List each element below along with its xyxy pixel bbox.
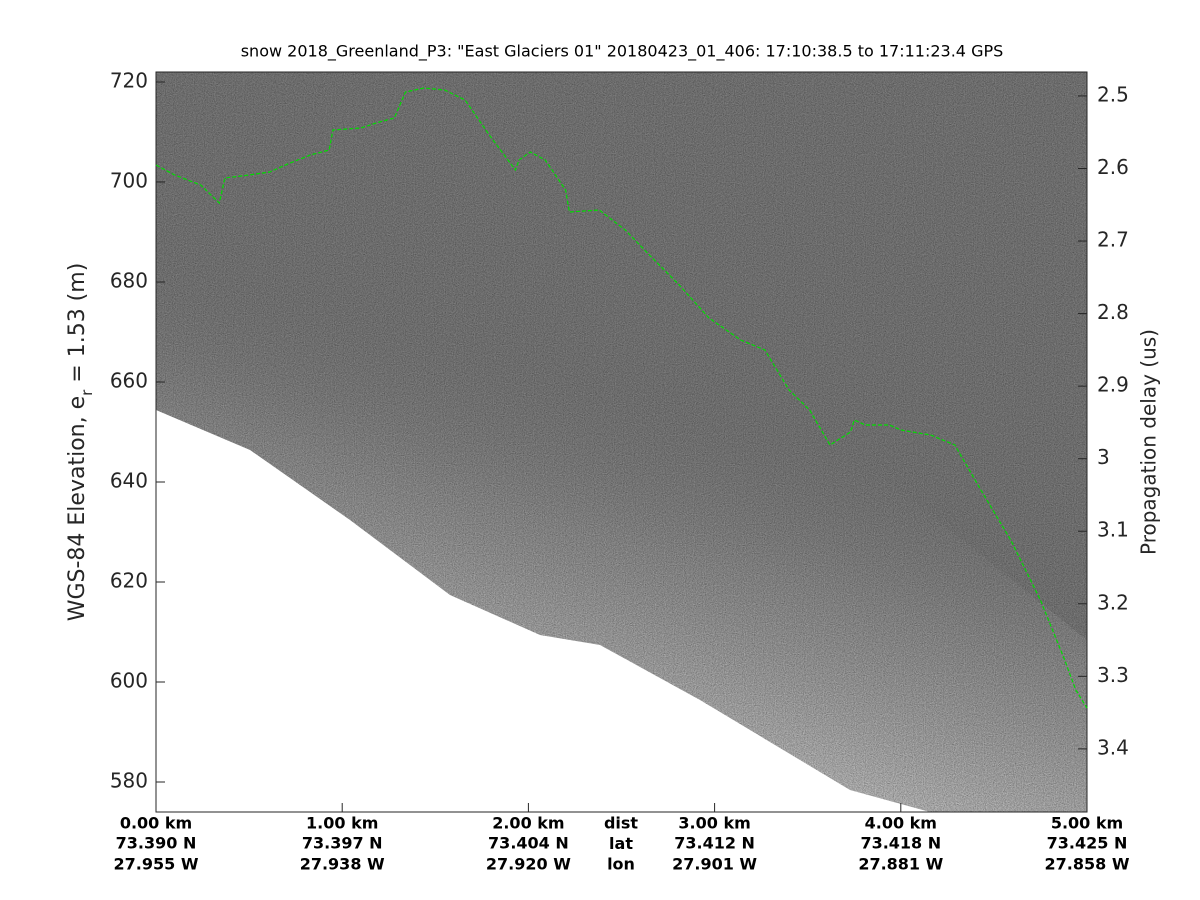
lat-label: 73.418 N [860, 834, 941, 853]
y2-tick-label: 3.3 [1097, 663, 1129, 687]
surface-line [155, 87, 1088, 709]
lat-label: 73.412 N [674, 834, 755, 853]
y-axis-label: WGS-84 Elevation, er = 1.53 (m) [65, 263, 96, 622]
radargram [156, 72, 1087, 812]
y2-tick-label: 3 [1097, 445, 1110, 469]
x-tick-label: 4.00 km [865, 814, 937, 833]
y2-tick-label: 3.1 [1097, 518, 1129, 542]
lon-label: 27.881 W [858, 855, 943, 874]
lat-label: 73.425 N [1047, 834, 1128, 853]
x-row-name: lon [607, 855, 635, 874]
y-tick-label: 600 [110, 669, 148, 693]
lat-label: 73.404 N [488, 834, 569, 853]
lon-label: 27.901 W [672, 855, 757, 874]
x-row-name: lat [609, 834, 633, 853]
plot-frame [155, 71, 1088, 813]
x-row-name: dist [604, 814, 638, 833]
y-tick-label: 720 [110, 69, 148, 93]
y2-tick-label: 2.7 [1097, 228, 1129, 252]
y-axis-label-part: = 1.53 (m) [65, 263, 90, 390]
x-tick-label: 3.00 km [678, 814, 750, 833]
lon-label: 27.858 W [1045, 855, 1130, 874]
y-axis-label-part: r [78, 389, 96, 396]
y-tick-label: 700 [110, 169, 148, 193]
x-tick-label: 0.00 km [120, 814, 192, 833]
y-tick-label: 640 [110, 469, 148, 493]
y-tick-label: 580 [110, 769, 148, 793]
y2-axis-label: Propagation delay (us) [1137, 329, 1161, 555]
x-tick-label: 2.00 km [492, 814, 564, 833]
x-tick-label: 1.00 km [306, 814, 378, 833]
y-tick-label: 660 [110, 369, 148, 393]
y2-tick-label: 2.6 [1097, 155, 1129, 179]
lon-label: 27.955 W [114, 855, 199, 874]
lat-label: 73.390 N [116, 834, 197, 853]
lon-label: 27.938 W [300, 855, 385, 874]
y-tick-label: 680 [110, 269, 148, 293]
lat-label: 73.397 N [302, 834, 383, 853]
y2-tick-label: 2.9 [1097, 373, 1129, 397]
y2-tick-label: 2.8 [1097, 300, 1129, 324]
chart-title: snow 2018_Greenland_P3: "East Glaciers 0… [241, 42, 1004, 62]
y2-tick-label: 3.2 [1097, 590, 1129, 614]
x-tick-label: 5.00 km [1051, 814, 1123, 833]
y2-tick-label: 2.5 [1097, 82, 1129, 106]
lon-label: 27.920 W [486, 855, 571, 874]
y-tick-label: 620 [110, 569, 148, 593]
y-axis-label-part: WGS-84 Elevation, e [65, 396, 90, 621]
y2-tick-label: 3.4 [1097, 735, 1129, 759]
